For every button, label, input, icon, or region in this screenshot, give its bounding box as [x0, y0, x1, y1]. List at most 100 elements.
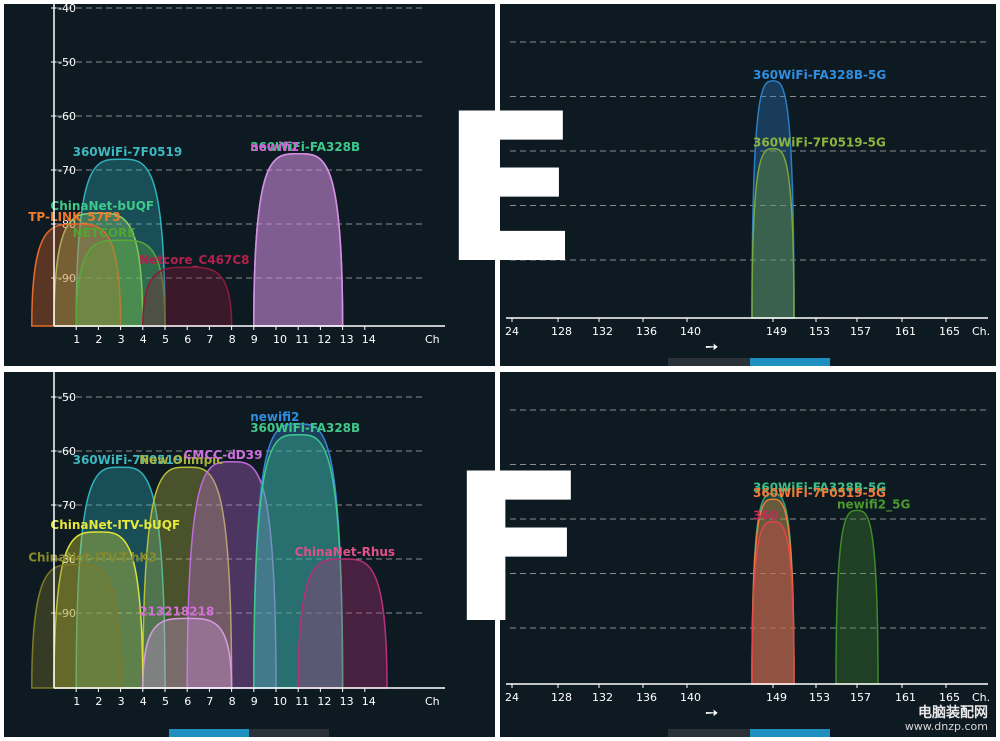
- series-label-new-olimpic: New Olimpic: [139, 453, 223, 467]
- series-label-360wifi-7f0519-5g: 360WiFi-7F0519-5G: [753, 136, 886, 150]
- x-tick-label: 13: [340, 333, 354, 346]
- series-label-chinanet-buqf: ChinaNet-bUQF: [50, 199, 154, 213]
- x-tick-label: 2: [95, 695, 102, 708]
- series-arc-360wifi-fa328b-5g: [751, 80, 795, 319]
- x-tick-label: 136: [636, 325, 657, 338]
- x-unit-label: Ch.: [972, 691, 990, 704]
- watermark-url: www.dnzp.com: [904, 719, 988, 733]
- series-arc-chinanet-itv-t-hk3: [31, 563, 122, 689]
- x-tick-label: 157: [850, 691, 871, 704]
- x-tick-label: 14: [362, 333, 376, 346]
- x-tick-label: 140: [680, 325, 701, 338]
- x-tick-label: 9: [251, 333, 258, 346]
- y-tick-label: -70: [58, 499, 76, 512]
- series-label-tp-link-57f3: TP-LINK_57F3: [28, 210, 120, 225]
- series-arc-netcore-c467c8: [142, 266, 233, 327]
- x-tick-label: 9: [251, 695, 258, 708]
- x-tick-label: 14: [362, 695, 376, 708]
- y-tick-label: -90: [58, 607, 76, 620]
- panel-f-24g: -50 -60 -70 -80 -90 360WiFi-7F0519 New Olimpic…: [4, 372, 495, 737]
- series-arc-new-olimpic: [142, 466, 233, 689]
- series-label-chinanet-itv-buqf: ChinaNet-ITV-bUQF: [50, 518, 180, 532]
- series-label-360wifi-fa328b: 360WiFi-FA328B: [250, 140, 360, 154]
- x-tick-label: 6: [184, 333, 191, 346]
- x-tick-label: 132: [592, 325, 613, 338]
- x-tick-label: 3: [118, 695, 125, 708]
- x-tick-label: 5: [162, 333, 169, 346]
- panel-f-5g: 360WiFi-FA328B-5G 360WiFi-7F0519-5G 360 new…: [500, 372, 996, 737]
- x-tick-label: 10: [273, 333, 287, 346]
- series-label-chinanet-rhus: ChinaNet-Rhus: [295, 545, 395, 559]
- x-tick-label: 136: [636, 691, 657, 704]
- x-tick-label: 1: [73, 695, 80, 708]
- x-tick-label: 140: [680, 691, 701, 704]
- x-tick-label: 128: [551, 691, 572, 704]
- x-tick-label: 149: [766, 325, 787, 338]
- y-tick-label: -70: [58, 164, 76, 177]
- x-tick-label: 157: [850, 325, 871, 338]
- x-tick-label: 12: [317, 333, 331, 346]
- series-label-360wifi-fa328b: 360WiFi-FA328B: [250, 421, 360, 435]
- x-tick-label: 7: [206, 695, 213, 708]
- scroll-track: [668, 729, 750, 737]
- series-arc-newifi2: [253, 153, 344, 327]
- x-tick-label: 12: [317, 695, 331, 708]
- panel-e-24g: -40 -50 -60 -70 -80 -90 360WiFi-7F0519 ChinaNet…: [4, 4, 495, 366]
- x-tick-label: 3: [118, 333, 125, 346]
- x-tick-label: 165: [939, 325, 960, 338]
- x-tick-label: 153: [809, 325, 830, 338]
- x-tick-label: 13: [340, 695, 354, 708]
- x-tick-label: 132: [592, 691, 613, 704]
- x-tick-label: 24: [505, 325, 519, 338]
- scroll-track: [668, 358, 750, 366]
- x-unit-label: Ch.: [972, 325, 990, 338]
- series-label-newifi2-5g: newifi2_5G: [837, 497, 910, 512]
- y-tick-label: -40: [58, 4, 76, 15]
- x-tick-label: 149: [766, 691, 787, 704]
- series-label-newifi2: newifi2: [250, 140, 299, 154]
- x-tick-label: 4: [140, 695, 147, 708]
- chart-e-24g: -40-50-60-70-80-90360WiFi-7F0519ChinaNet…: [28, 4, 445, 346]
- series-arc-netcore: [75, 239, 166, 327]
- series-arc-360: [751, 520, 795, 685]
- x-tick-label: 11: [295, 695, 309, 708]
- scroll-thumb: [750, 358, 830, 366]
- scroll-arrow-icon: ➙: [705, 337, 718, 356]
- watermark: 电脑装配网 www.dnzp.com: [904, 704, 988, 733]
- series-arc-360wifi-7f0519-5g: [751, 147, 795, 319]
- series-label-cmcc-dd39: CMCC-dD39: [184, 448, 263, 462]
- x-tick-label: 165: [939, 691, 960, 704]
- series-label-360wifi-7f0519: 360WiFi-7F0519: [73, 453, 183, 467]
- series-label-netcore: NETCORE: [73, 226, 136, 240]
- series-label-360wifi-7f0519: 360WiFi-7F0519: [73, 145, 183, 159]
- scroll-track: [249, 729, 329, 737]
- x-tick-label: 6: [184, 695, 191, 708]
- x-tick-label: 128: [551, 325, 572, 338]
- scroll-thumb: [750, 729, 830, 737]
- series-label-360wifi-7f0519-5g: 360WiFi-7F0519-5G: [753, 486, 886, 500]
- x-tick-label: 5: [162, 695, 169, 708]
- x-tick-label: 161: [895, 691, 916, 704]
- series-arc-chinanet-itv-buqf: [53, 531, 144, 689]
- scroll-thumb: [169, 729, 249, 737]
- x-tick-label: 161: [895, 325, 916, 338]
- x-tick-label: 4: [140, 333, 147, 346]
- series-label-netcore-c467c8: Netcore_C467C8: [139, 253, 249, 268]
- series-label-213218218: 213218218: [139, 604, 214, 618]
- x-tick-label: 8: [229, 333, 236, 346]
- series-arc-360wifi-fa328b: [253, 434, 344, 689]
- y-tick-label: -50: [58, 391, 76, 404]
- x-unit-label: Ch: [425, 695, 440, 708]
- series-arc-213218218: [142, 617, 233, 689]
- x-tick-label: 2: [95, 333, 102, 346]
- series-arc-360wifi-7f0519-5g: [751, 498, 795, 685]
- panel-e-5g: 360WiFi-FA328B-5G 360WiFi-7F0519-5G 24 128 1…: [500, 4, 996, 366]
- x-unit-label: Ch: [425, 333, 440, 346]
- y-tick-label: -50: [58, 56, 76, 69]
- x-tick-label: 1: [73, 333, 80, 346]
- watermark-title: 电脑装配网: [918, 704, 988, 721]
- x-tick-label: 153: [809, 691, 830, 704]
- series-arc-newifi2-5g: [835, 509, 879, 685]
